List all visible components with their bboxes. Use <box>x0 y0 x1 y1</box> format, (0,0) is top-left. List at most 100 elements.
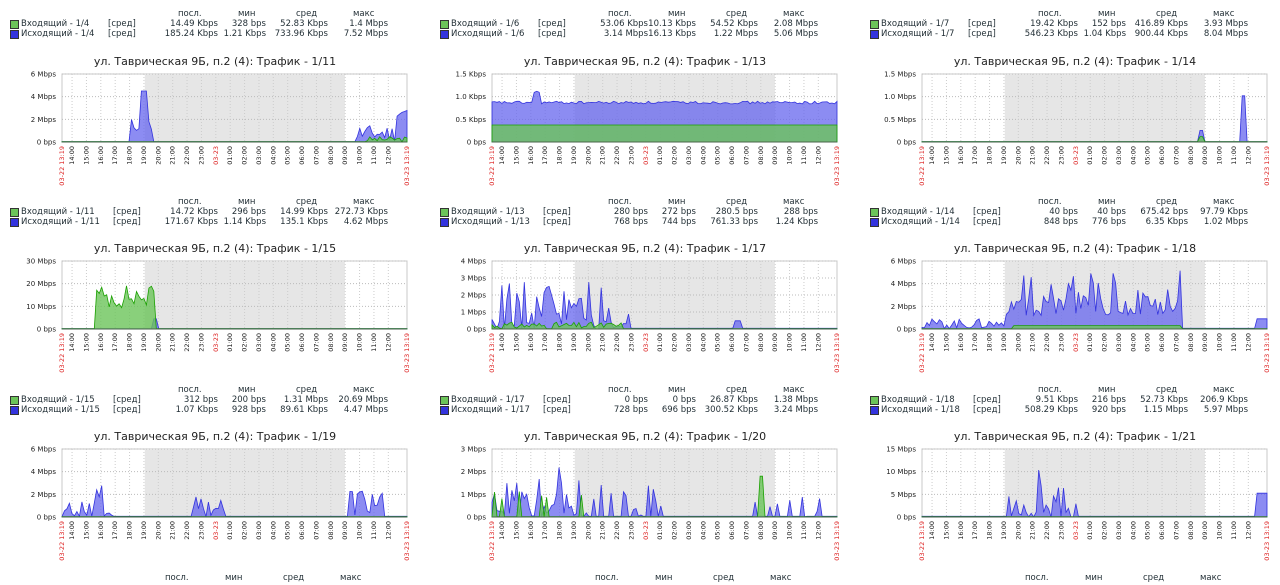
legend-header: посл. мин сред макс <box>8 573 428 583</box>
func-label: [сред] <box>973 217 1001 227</box>
x-tick-label: 23:00 <box>1057 521 1065 540</box>
green-swatch-icon <box>10 20 19 29</box>
series-label: Исходящий - 1/17 <box>451 405 530 415</box>
legend: посл. мин сред макс Входящий - 1/14 [сред] 40 … <box>868 197 1280 227</box>
green-swatch-icon <box>440 208 449 217</box>
legend-col-max: макс <box>353 197 375 207</box>
x-tick-label: 05:00 <box>1144 146 1152 165</box>
x-tick-label: 08:00 <box>1187 521 1195 540</box>
x-tick-label: 23:00 <box>197 521 205 540</box>
series-label: Входящий - 1/13 <box>451 207 525 217</box>
x-tick-label: 02:00 <box>241 521 249 540</box>
x-start-label: 03-22 13:19 <box>488 333 496 373</box>
x-start-label: 03-22 13:19 <box>488 146 496 186</box>
x-tick-label: 22:00 <box>1043 146 1051 165</box>
x-tick-label: 04:00 <box>699 521 707 540</box>
legend-col-last: посл. <box>608 385 632 395</box>
blue-swatch-icon <box>440 218 449 227</box>
value-min: 744 bps <box>661 217 696 227</box>
x-tick-label: 17:00 <box>541 521 549 540</box>
x-tick-label: 03:00 <box>685 333 693 352</box>
x-tick-label: 19:00 <box>1000 521 1008 540</box>
graph-title: ул. Таврическая 9Б, п.2 (4): Трафик - 1/… <box>953 55 1197 68</box>
value-last: 14.72 Kbps <box>170 207 218 217</box>
y-tick-label: 0 bps <box>897 514 917 522</box>
y-tick-label: 20 Mbps <box>26 280 56 288</box>
graph-title: ул. Таврическая 9Б, п.2 (4): Трафик - 1/… <box>953 430 1197 443</box>
x-tick-label: 10:00 <box>356 333 364 352</box>
legend-col-max: макс <box>770 573 792 583</box>
value-max: 8.04 Mbps <box>1203 29 1248 39</box>
x-tick-label: 17:00 <box>971 521 979 540</box>
legend-col-min: мин <box>1098 197 1116 207</box>
x-end-label: 03-23 13:19 <box>1263 521 1271 561</box>
x-tick-label: 07:00 <box>1172 333 1180 352</box>
value-min: 200 bps <box>231 395 266 405</box>
y-tick-label: 0 bps <box>37 326 57 334</box>
x-tick-label: 14:00 <box>68 333 76 352</box>
x-tick-label: 04:00 <box>1129 146 1137 165</box>
legend-col-max: макс <box>340 573 362 583</box>
y-tick-label: 1 Mbps <box>461 491 487 499</box>
x-tick-label: 23:00 <box>197 146 205 165</box>
x-tick-label: 12:00 <box>1244 333 1252 352</box>
legend-col-last: посл. <box>178 9 202 19</box>
x-tick-label: 20:00 <box>154 521 162 540</box>
x-tick-label: 09:00 <box>771 521 779 540</box>
x-tick-label: 08:00 <box>757 521 765 540</box>
legend-col-max: макс <box>1213 197 1235 207</box>
x-tick-label: 07:00 <box>1172 146 1180 165</box>
x-tick-label: 12:00 <box>384 521 392 540</box>
value-avg: 761.33 bps <box>710 217 758 227</box>
func-label: [сред] <box>108 29 136 39</box>
x-tick-label: 01:00 <box>656 333 664 352</box>
x-tick-label: 20:00 <box>584 333 592 352</box>
value-min: 216 bps <box>1091 395 1126 405</box>
x-tick-label: 09:00 <box>1201 333 1209 352</box>
series-label: Входящий - 1/14 <box>881 207 955 217</box>
legend: посл. мин сред макс Входящий - 1/7 [сред] 19.4… <box>868 9 1280 39</box>
value-min: 1.21 Kbps <box>223 29 266 39</box>
x-tick-label: 06:00 <box>728 333 736 352</box>
x-tick-label: 23:00 <box>627 333 635 352</box>
x-tick-label: 16:00 <box>97 333 105 352</box>
func-label: [сред] <box>973 395 1001 405</box>
graph-title: ул. Таврическая 9Б, п.2 (4): Трафик - 1/… <box>93 242 337 255</box>
legend: посл. мин сред макс <box>438 573 858 583</box>
func-label: [сред] <box>543 207 571 217</box>
x-tick-label: 19:00 <box>1000 146 1008 165</box>
legend-col-max: макс <box>1213 385 1235 395</box>
legend-col-max: макс <box>353 9 375 19</box>
x-tick-label: 18:00 <box>126 333 134 352</box>
y-tick-label: 1.0 Kbps <box>456 93 487 101</box>
legend-col-last: посл. <box>595 573 619 583</box>
y-tick-label: 6 Mbps <box>31 71 57 79</box>
value-min: 0 bps <box>672 395 696 405</box>
x-tick-label: 12:00 <box>814 521 822 540</box>
func-label: [сред] <box>543 405 571 415</box>
legend-col-avg: сред <box>1156 9 1178 19</box>
value-min: 328 bps <box>231 19 266 29</box>
x-tick-label: 06:00 <box>1158 521 1166 540</box>
func-label: [сред] <box>113 405 141 415</box>
x-tick-label: 02:00 <box>1101 333 1109 352</box>
legend-col-max: макс <box>1213 9 1235 19</box>
y-tick-label: 0 bps <box>467 139 487 147</box>
x-tick-label: 05:00 <box>284 146 292 165</box>
x-tick-label: 16:00 <box>97 146 105 165</box>
value-max: 5.06 Mbps <box>773 29 818 39</box>
value-max: 1.38 Mbps <box>773 395 818 405</box>
x-end-label: 03-23 13:19 <box>833 146 841 186</box>
x-tick-label: 16:00 <box>957 521 965 540</box>
legend-col-last: посл. <box>1025 573 1049 583</box>
x-tick-label: 01:00 <box>1086 333 1094 352</box>
x-tick-label: 16:00 <box>527 521 535 540</box>
value-max: 1.24 Kbps <box>775 217 818 227</box>
legend-row-out: Исходящий - 1/15 [сред] 1.07 Kbps 928 bps 89… <box>8 405 428 415</box>
x-tick-label: 08:00 <box>757 333 765 352</box>
value-avg: 26.87 Kbps <box>710 395 758 405</box>
value-max: 288 bps <box>783 207 818 217</box>
x-tick-label: 14:00 <box>68 521 76 540</box>
y-tick-label: 1 Mbps <box>461 309 487 317</box>
legend-header: посл. мин сред макс <box>868 385 1280 395</box>
